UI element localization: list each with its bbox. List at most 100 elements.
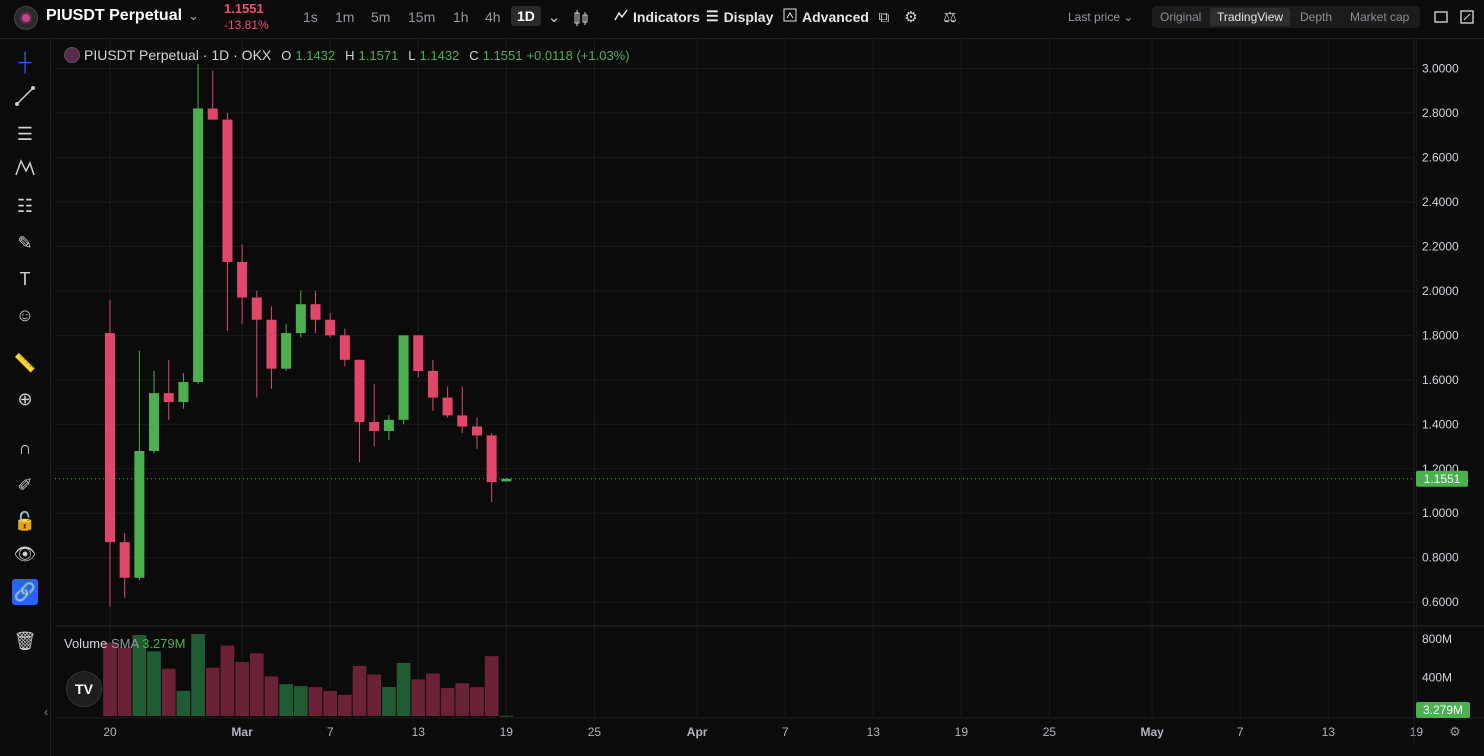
candle-body xyxy=(442,397,453,416)
drawing-toolbar: ┼ ☰ ☷ ✎ T ☺ 📏 ⊕ ∩ ✐ 🔓 👁 🔗 🗑 xyxy=(0,39,51,756)
zoom-in-icon[interactable]: ⊕ xyxy=(17,389,33,409)
volume-bar xyxy=(147,651,161,716)
eye-icon[interactable]: 👁 xyxy=(13,544,37,564)
volume-bar xyxy=(440,688,455,716)
trend-line-icon[interactable] xyxy=(12,85,38,111)
symbol-name[interactable]: PIUSDT Perpetual xyxy=(46,7,183,24)
trash-icon[interactable]: 🗑 xyxy=(13,631,37,651)
volume-bar xyxy=(396,662,411,716)
x-tick-label: 25 xyxy=(1043,725,1057,739)
volume-bar xyxy=(455,683,470,716)
volume-tick-label: 400M xyxy=(1422,670,1452,684)
x-tick-label: Apr xyxy=(687,725,708,739)
window-icon[interactable] xyxy=(1432,9,1450,27)
candle-body xyxy=(222,119,233,262)
candle-body xyxy=(237,261,248,298)
layout-icon[interactable]: ⧉ xyxy=(878,9,890,26)
candle-body xyxy=(105,333,115,543)
tf-1m[interactable]: 1m xyxy=(335,9,355,25)
volume-bar xyxy=(367,674,382,716)
volume-bar xyxy=(484,656,499,716)
tf-5m[interactable]: 5m xyxy=(371,9,391,25)
volume-bar xyxy=(499,715,514,717)
price-change: -13.81% xyxy=(224,18,269,32)
volume-bar xyxy=(426,673,440,716)
candle-type-icon[interactable] xyxy=(572,9,590,27)
indicators-label: Indicators xyxy=(633,8,700,25)
current-price: 1.1551 xyxy=(224,1,264,16)
text-icon[interactable]: T xyxy=(19,269,31,289)
candle-body xyxy=(149,393,160,451)
volume-bar xyxy=(220,645,235,716)
pattern-icon[interactable] xyxy=(12,157,38,183)
volume-bar xyxy=(235,661,249,716)
candle-body xyxy=(251,297,262,320)
gear-icon[interactable]: ⚙ xyxy=(904,9,918,26)
chart-legend: PIUSDT Perpetual · 1D · OKX O 1.1432 H 1.1… xyxy=(64,47,630,63)
view-tradingview[interactable]: TradingView xyxy=(1210,8,1291,26)
lock-drawing-icon[interactable]: ✐ xyxy=(17,475,33,495)
projection-icon[interactable]: ☷ xyxy=(16,196,34,216)
emoji-icon[interactable]: ☺ xyxy=(15,305,35,325)
view-market-cap[interactable]: Market cap xyxy=(1350,10,1410,24)
tf-1s[interactable]: 1s xyxy=(303,9,318,25)
ruler-icon[interactable]: 📏 xyxy=(13,353,37,373)
y-tick-label: 1.6000 xyxy=(1422,373,1459,387)
lock-icon[interactable]: 🔓 xyxy=(13,511,37,531)
candle-body xyxy=(457,415,468,427)
display-icon: ☰ xyxy=(706,8,719,24)
chevron-down-icon[interactable]: ⌄ xyxy=(188,8,199,23)
scale-icon[interactable]: ⚖ xyxy=(943,9,957,26)
x-tick-label: 19 xyxy=(1410,725,1424,739)
tf-15m[interactable]: 15m xyxy=(408,9,436,25)
candle-body xyxy=(310,304,321,320)
candle-body xyxy=(398,335,409,420)
y-tick-label: 3.0000 xyxy=(1422,61,1459,75)
advanced-button[interactable]: Advanced xyxy=(783,8,869,25)
indicators-button[interactable]: Indicators xyxy=(614,8,700,25)
display-button[interactable]: ☰ Display xyxy=(706,8,773,25)
volume-label: Volume xyxy=(64,636,108,651)
candle-body xyxy=(178,382,189,403)
volume-bar xyxy=(103,642,117,716)
tf-1h[interactable]: 1h xyxy=(453,9,469,25)
fullscreen-icon[interactable] xyxy=(1458,9,1476,27)
fib-lines-icon[interactable]: ☰ xyxy=(16,124,34,144)
magnet-icon[interactable]: ∩ xyxy=(18,438,32,458)
chevron-down-icon[interactable]: ⌄ xyxy=(547,9,561,26)
link-icon[interactable]: 🔗 xyxy=(12,579,38,605)
x-tick-label: May xyxy=(1140,725,1164,739)
tf-4h[interactable]: 4h xyxy=(485,9,501,25)
axis-gear-icon: ⚙ xyxy=(1449,725,1461,740)
candle-body xyxy=(163,393,174,403)
volume-bar xyxy=(191,634,205,716)
candle-body xyxy=(134,450,145,578)
candle-body xyxy=(471,426,482,436)
last-price-select[interactable]: Last price ⌄ xyxy=(1068,10,1133,24)
price-chart[interactable]: 20 Mar 7 13 19 25 Apr 7 13 19 25 May 7 13 19 3.0000 2.80… xyxy=(55,39,1484,756)
volume-bar xyxy=(132,634,147,716)
brush-icon[interactable]: ✎ xyxy=(17,233,33,253)
tf-1d[interactable]: 1D xyxy=(511,6,541,26)
crosshair-icon[interactable]: ┼ xyxy=(18,52,32,72)
candle-body xyxy=(383,419,394,431)
x-tick-label: 13 xyxy=(412,725,426,739)
volume-bar xyxy=(470,687,484,716)
last-price-label: Last price xyxy=(1068,10,1121,24)
view-depth[interactable]: Depth xyxy=(1300,10,1333,24)
candle-body xyxy=(295,304,306,334)
collapse-icon[interactable]: ‹ xyxy=(44,705,48,719)
y-tick-label: 2.8000 xyxy=(1422,106,1459,120)
view-original[interactable]: Original xyxy=(1160,10,1202,24)
candle-body xyxy=(325,319,336,336)
candle-body xyxy=(369,422,380,431)
indicators-icon xyxy=(614,8,628,25)
tradingview-logo-icon[interactable]: TV xyxy=(66,671,102,707)
x-tick-label: 13 xyxy=(1322,725,1336,739)
y-tick-label: 0.8000 xyxy=(1422,551,1459,565)
candle-body xyxy=(339,335,350,360)
candle-body xyxy=(413,335,424,371)
legend-close: 1.1551 xyxy=(482,47,523,63)
x-tick-label: 25 xyxy=(588,725,602,739)
volume-bar xyxy=(176,690,191,716)
